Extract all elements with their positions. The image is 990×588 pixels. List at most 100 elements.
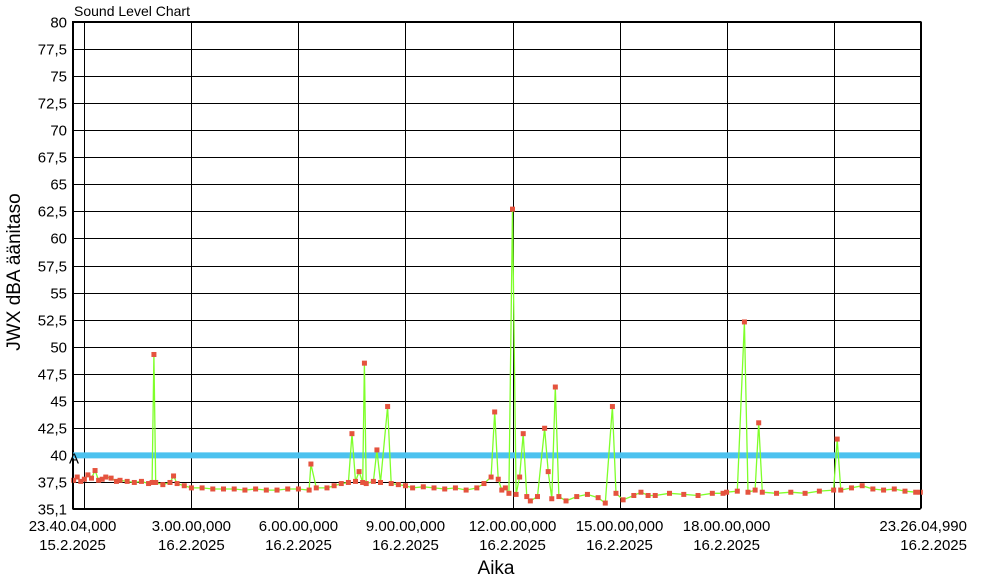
data-point-marker: [881, 487, 887, 493]
data-point-marker: [363, 481, 369, 487]
data-point-marker: [802, 490, 808, 496]
data-point-marker: [542, 425, 548, 431]
data-point-marker: [488, 474, 494, 480]
data-point-marker: [361, 360, 367, 366]
x-tick-labels: 23.40.04,000 15.2.2025 3.00.00,000 16.2.202…: [29, 518, 967, 554]
data-point-marker: [117, 477, 123, 483]
data-point-marker: [151, 351, 157, 357]
data-point-marker: [308, 461, 314, 467]
data-point-marker: [338, 481, 344, 487]
data-point-marker: [96, 477, 102, 483]
y-tick-label: 65: [50, 177, 67, 194]
data-point-marker: [153, 479, 159, 485]
data-point-marker: [517, 474, 523, 480]
data-point-marker: [513, 491, 519, 497]
data-point-marker: [620, 497, 626, 503]
data-point-marker: [88, 475, 94, 481]
data-point-marker: [160, 482, 166, 488]
y-tick-label: 47,5: [38, 367, 67, 384]
y-tick-label: 42,5: [38, 421, 67, 438]
y-tick-label: 55: [50, 286, 67, 303]
y-tick-label: 37,5: [38, 475, 67, 492]
x-tick-time: 23.40.04,000: [29, 518, 117, 535]
data-point-marker: [410, 485, 416, 491]
data-point-marker: [313, 485, 319, 491]
x-tick-time: 9.00.00,000: [366, 518, 445, 535]
data-point-marker: [295, 486, 301, 492]
data-point-marker: [891, 486, 897, 492]
data-point-marker: [574, 494, 580, 500]
data-point-marker: [831, 487, 837, 493]
data-point-marker: [463, 487, 469, 493]
data-point-marker: [360, 479, 366, 485]
data-point-marker: [146, 481, 152, 487]
data-point-marker: [645, 492, 651, 498]
data-point-marker: [527, 498, 533, 504]
y-tick-label: 67,5: [38, 150, 67, 167]
data-point-marker: [816, 488, 822, 494]
data-point-marker: [85, 472, 91, 478]
data-point-marker: [481, 481, 487, 487]
data-point-marker: [556, 494, 562, 500]
x-tick-date: 16.2.2025: [900, 537, 967, 554]
data-point-marker: [356, 469, 362, 475]
data-point-marker: [395, 482, 401, 488]
data-point-marker: [695, 492, 701, 498]
x-tick-label: 18.00.00,000 16.2.2025: [683, 518, 771, 554]
data-point-marker: [499, 487, 505, 493]
data-point-marker: [306, 487, 312, 493]
data-point-marker: [370, 478, 376, 484]
data-point-marker: [681, 491, 687, 497]
data-point-marker: [724, 489, 730, 495]
data-point-marker: [613, 490, 619, 496]
x-tick-date: 16.2.2025: [265, 537, 332, 554]
y-tick-label: 77,5: [38, 42, 67, 59]
data-point-marker: [188, 485, 194, 491]
data-point-marker: [81, 476, 87, 482]
x-tick-label: 6.00.00,000 16.2.2025: [259, 518, 338, 554]
data-point-marker: [420, 484, 426, 490]
x-tick-time: 12.00.00,000: [469, 518, 557, 535]
x-tick-date: 16.2.2025: [158, 537, 225, 554]
data-point-marker: [510, 206, 516, 212]
data-point-marker: [902, 488, 908, 494]
data-point-marker: [174, 481, 180, 487]
data-point-marker: [345, 479, 351, 485]
data-point-marker: [638, 489, 644, 495]
data-point-marker: [495, 476, 501, 482]
data-point-marker: [377, 479, 383, 485]
y-tick-label: 57,5: [38, 259, 67, 276]
data-point-marker: [221, 486, 227, 492]
data-point-marker: [609, 404, 615, 410]
y-tick-label: 75: [50, 69, 67, 86]
x-tick-date: 16.2.2025: [693, 537, 760, 554]
y-tick-label: 40: [50, 448, 67, 465]
y-tick-label: 60: [50, 231, 67, 248]
y-tick-label: 50: [50, 340, 67, 357]
data-point-marker: [741, 319, 747, 325]
x-tick-time: 18.00.00,000: [683, 518, 771, 535]
x-tick-label: 9.00.00,000 16.2.2025: [366, 518, 445, 554]
x-tick-label: 15.00.00,000 16.2.2025: [576, 518, 664, 554]
data-point-marker: [108, 475, 114, 481]
data-point-marker: [545, 469, 551, 475]
data-point-marker: [848, 485, 854, 491]
y-tick-labels: 80 77,5 75 72,5 70 67,5 65 62,5 60 57,5 55 52,5 50 47…: [38, 15, 67, 519]
x-axis-title: Aika: [478, 558, 515, 579]
data-point-marker: [838, 487, 844, 493]
data-point-marker: [199, 485, 205, 491]
data-point-marker: [131, 479, 137, 485]
data-point-marker: [431, 485, 437, 491]
data-point-marker: [353, 478, 359, 484]
x-tick-time: 3.00.00,000: [152, 518, 231, 535]
data-point-marker: [549, 496, 555, 502]
data-point-marker: [253, 486, 259, 492]
data-point-marker: [474, 485, 480, 491]
data-point-marker: [71, 477, 77, 483]
data-point-marker: [745, 489, 751, 495]
data-point-marker: [349, 431, 355, 437]
data-point-marker: [210, 486, 216, 492]
data-point-marker: [506, 490, 512, 496]
x-tick-time: 15.00.00,000: [576, 518, 664, 535]
limit-line-label: A: [69, 450, 79, 467]
